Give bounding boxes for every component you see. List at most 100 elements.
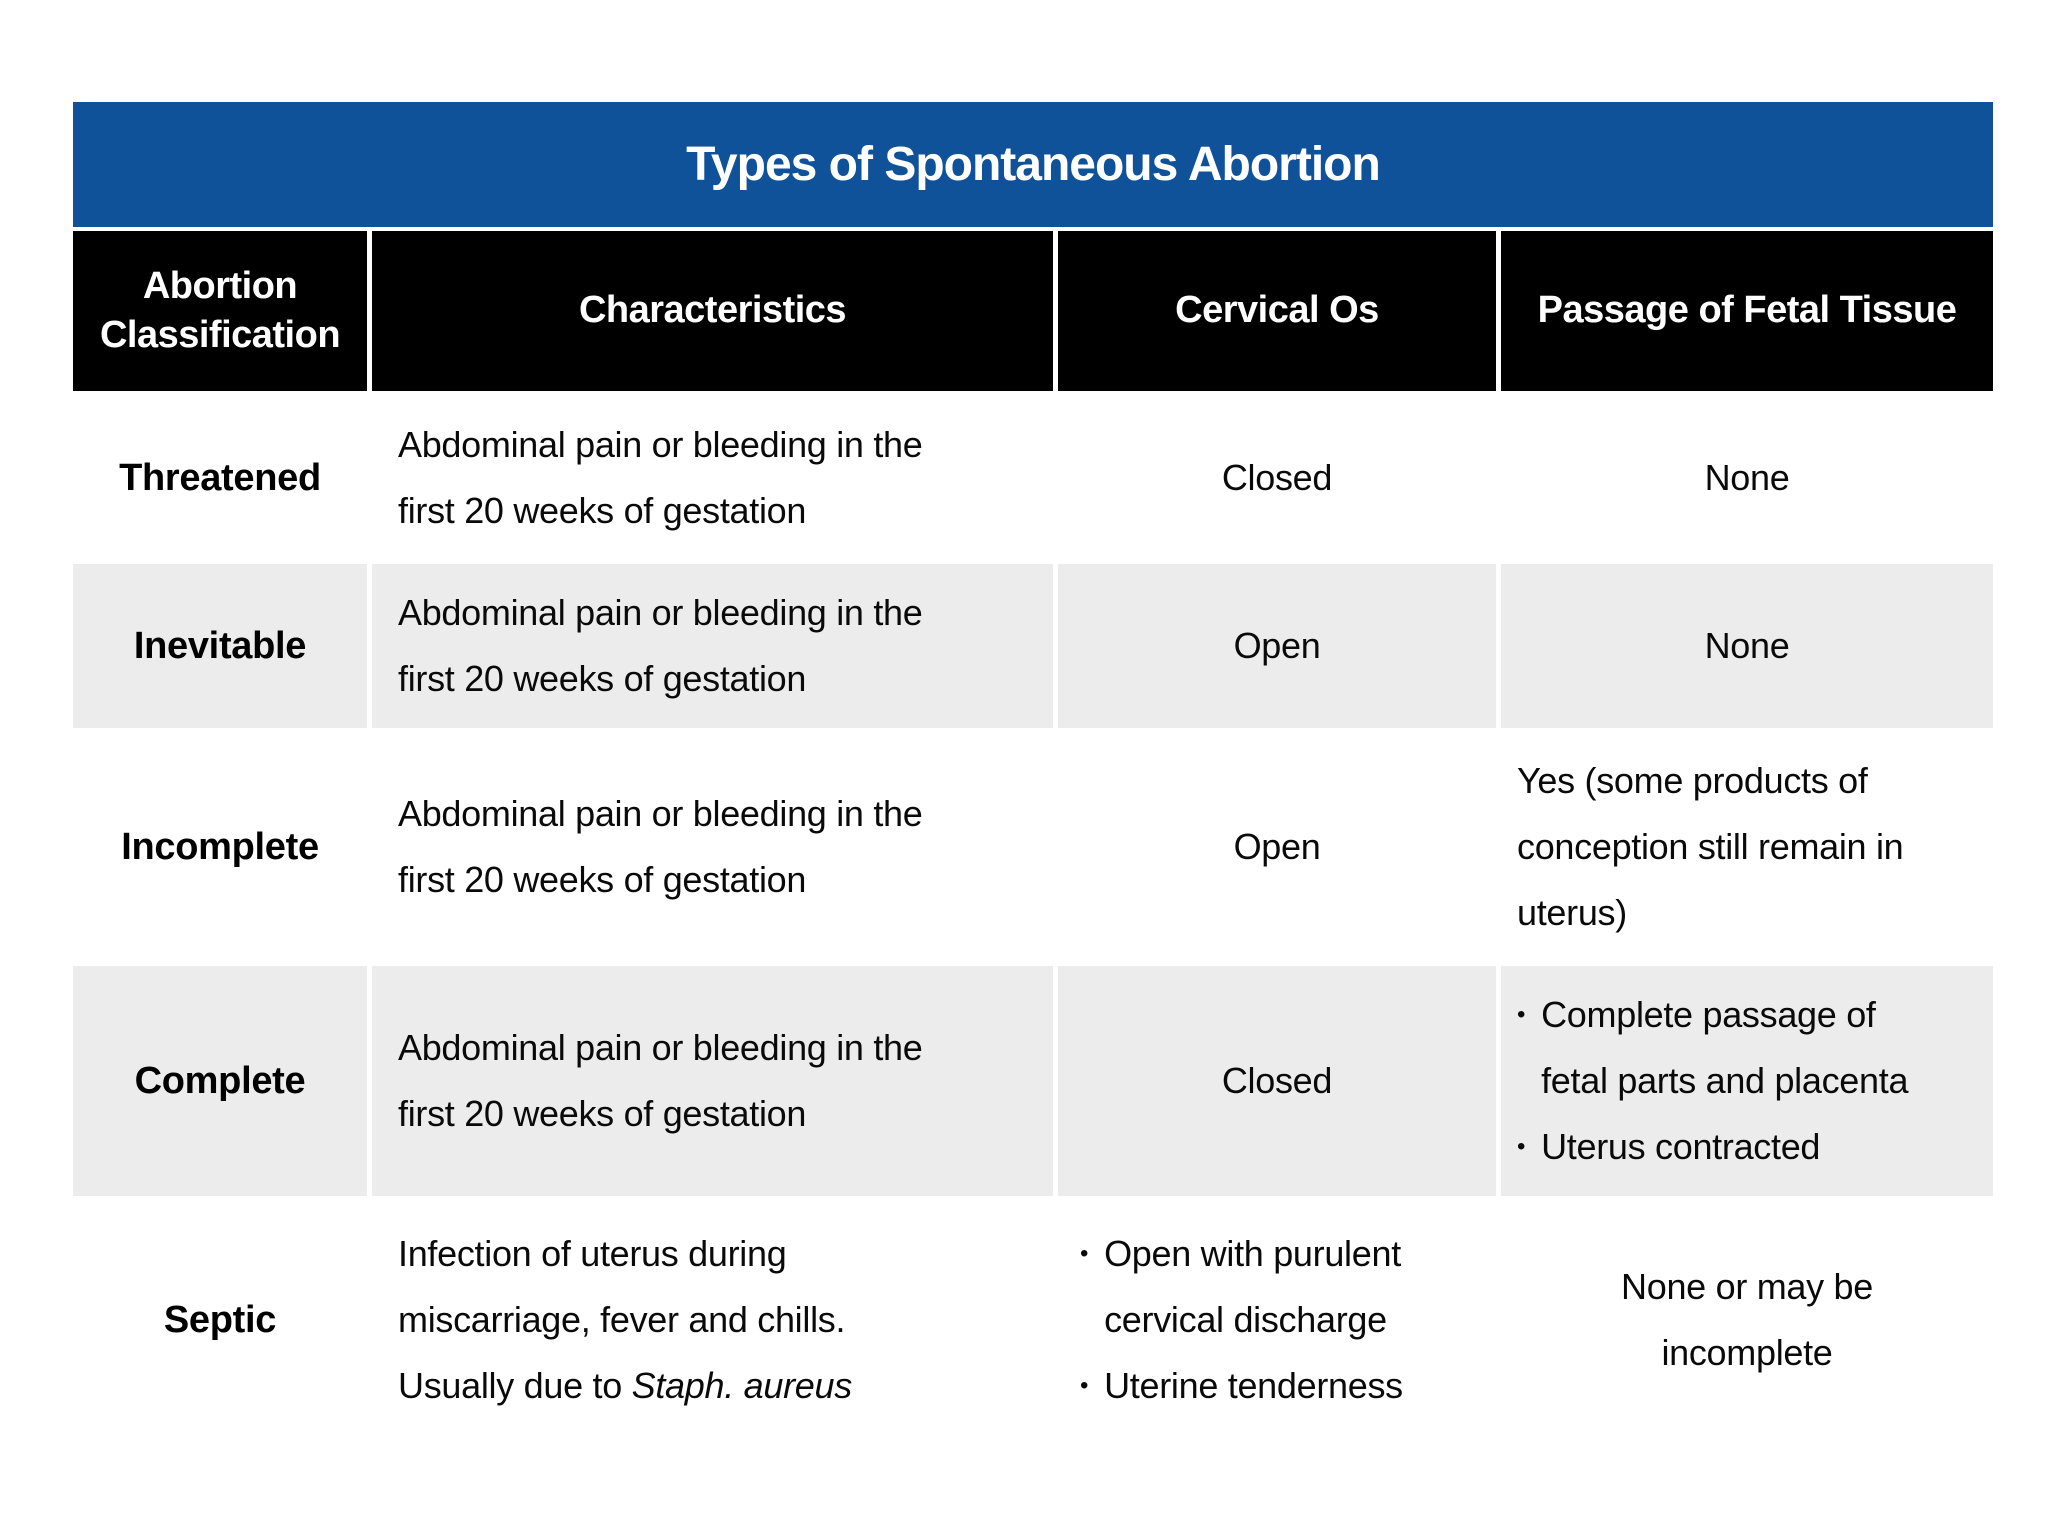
text-run: Closed — [1221, 456, 1333, 498]
row-label: Inevitable — [133, 625, 307, 667]
row-label-cell: Threatened — [73, 395, 367, 560]
table-title-bar: Types of Spontaneous Abortion — [73, 102, 1993, 227]
text-run: miscarriage, fever and chills. — [398, 1299, 846, 1340]
text-run: Open with purulent — [1104, 1233, 1401, 1274]
text-line: Open — [1234, 814, 1321, 880]
bullet-text: Open with purulent cervical discharge — [1104, 1221, 1401, 1353]
bullet-list-item: • Complete passage of fetal parts and plac… — [1517, 982, 1908, 1114]
spontaneous-abortion-table: Types of Spontaneous Abortion Abortion C… — [73, 102, 1993, 1440]
text-run: uterus) — [1517, 892, 1627, 933]
column-header-abortion-classification: Abortion Classification — [73, 231, 367, 391]
column-header-label: Passage of Fetal Tissue — [1537, 289, 1957, 332]
text-line: Abdominal pain or bleeding in the — [398, 580, 923, 646]
text-run: Abdominal pain or bleeding in the — [398, 1027, 923, 1068]
column-header-characteristics: Characteristics — [372, 231, 1053, 391]
text-line: Complete passage of — [1541, 982, 1908, 1048]
text-line: Infection of uterus during — [398, 1221, 787, 1287]
bullet-list-item: • Uterine tenderness — [1080, 1353, 1403, 1419]
text-line: Abdominal pain or bleeding in the — [398, 412, 923, 478]
column-header-label: Characteristics — [578, 289, 847, 332]
text-line: Abdominal pain or bleeding in the — [398, 1015, 923, 1081]
text-run: Uterus contracted — [1541, 1126, 1821, 1167]
text-run: Open — [1233, 826, 1321, 867]
characteristics-cell: Abdominal pain or bleeding in the first 2… — [372, 564, 1053, 728]
text-run: Usually due to — [398, 1365, 632, 1406]
row-label-cell: Incomplete — [73, 732, 367, 962]
text-run: Uterine tenderness — [1104, 1365, 1403, 1406]
row-label: Incomplete — [121, 826, 319, 868]
text-line: Open — [1234, 613, 1321, 679]
text-line: incomplete — [1661, 1320, 1832, 1386]
text-line: None or may be — [1621, 1254, 1873, 1320]
column-header-cervical-os: Cervical Os — [1058, 231, 1496, 391]
passage-of-fetal-tissue-cell: • Complete passage of fetal parts and plac… — [1501, 966, 1993, 1196]
text-run: first 20 weeks of gestation — [398, 658, 807, 699]
row-label-cell: Complete — [73, 966, 367, 1196]
text-run: None or may be — [1621, 1266, 1873, 1307]
column-header-passage-of-fetal-tissue: Passage of Fetal Tissue — [1501, 231, 1993, 391]
text-run: Abdominal pain or bleeding in the — [398, 592, 923, 633]
cervical-os-cell: • Open with purulent cervical discharge • Ut… — [1058, 1200, 1496, 1440]
passage-of-fetal-tissue-cell: None or may be incomplete — [1501, 1200, 1993, 1440]
text-line: Closed — [1221, 445, 1333, 511]
table-header-row: Abortion Classification Characteristics Ce… — [73, 231, 1993, 391]
bullet-icon: • — [1517, 1133, 1526, 1160]
table-row-complete: Complete Abdominal pain or bleeding in th… — [73, 966, 1993, 1196]
text-run: fetal parts and placenta — [1541, 1060, 1909, 1101]
text-line: first 20 weeks of gestation — [398, 478, 806, 544]
passage-of-fetal-tissue-cell: None — [1501, 395, 1993, 560]
table-row-septic: Septic Infection of uterus during miscarri… — [73, 1200, 1993, 1440]
bullet-icon: • — [1080, 1372, 1089, 1399]
cervical-os-cell: Open — [1058, 732, 1496, 962]
cervical-os-cell: Open — [1058, 564, 1496, 728]
characteristics-cell: Abdominal pain or bleeding in the first 2… — [372, 732, 1053, 962]
text-line: Uterine tenderness — [1104, 1353, 1403, 1419]
text-line: Closed — [1222, 1048, 1333, 1114]
characteristics-cell: Infection of uterus during miscarriage, f… — [372, 1200, 1053, 1440]
text-line: None — [1705, 613, 1790, 679]
text-run: Abdominal pain or bleeding in the — [398, 793, 923, 834]
text-run: Abdominal pain or bleeding in the — [398, 423, 923, 465]
text-run: None — [1704, 625, 1790, 666]
bullet-icon: • — [1517, 1001, 1526, 1028]
text-line: uterus) — [1517, 880, 1627, 946]
text-line: first 20 weeks of gestation — [398, 847, 806, 913]
text-run: None — [1704, 456, 1790, 498]
text-line: Yes (some products of — [1517, 748, 1868, 814]
bullet-text: Uterine tenderness — [1104, 1353, 1403, 1419]
text-line: first 20 weeks of gestation — [398, 646, 806, 712]
text-line: first 20 weeks of gestation — [398, 1081, 806, 1147]
bullet-list-item: • Uterus contracted — [1517, 1114, 1820, 1180]
table-row-inevitable: Inevitable Abdominal pain or bleeding in … — [73, 564, 1993, 728]
text-run: conception still remain in — [1517, 826, 1904, 867]
row-label-cell: Inevitable — [73, 564, 367, 728]
text-line: conception still remain in — [1517, 814, 1904, 880]
characteristics-cell: Abdominal pain or bleeding in the first 2… — [372, 395, 1053, 560]
text-line: None — [1705, 445, 1790, 511]
table-title: Types of Spontaneous Abortion — [686, 138, 1381, 191]
row-label: Septic — [163, 1299, 277, 1341]
bullet-text: Complete passage of fetal parts and place… — [1541, 982, 1908, 1114]
text-line: Open with purulent — [1104, 1221, 1401, 1287]
cervical-os-cell: Closed — [1058, 395, 1496, 560]
text-line: Usually due to Staph. aureus — [398, 1353, 852, 1419]
text-run: Staph. aureus — [631, 1365, 853, 1406]
table-row-threatened: Threatened Abdominal pain or bleeding in … — [73, 395, 1993, 560]
text-line: Uterus contracted — [1541, 1114, 1820, 1180]
text-run: first 20 weeks of gestation — [398, 859, 807, 900]
table-body: Threatened Abdominal pain or bleeding in … — [73, 395, 1993, 1440]
bullet-list-item: • Open with purulent cervical discharge — [1080, 1221, 1401, 1353]
table-row-incomplete: Incomplete Abdominal pain or bleeding in … — [73, 732, 1993, 962]
bullet-text: Uterus contracted — [1541, 1114, 1820, 1180]
text-run: Yes (some products of — [1517, 760, 1868, 801]
passage-of-fetal-tissue-cell: Yes (some products of conception still re… — [1501, 732, 1993, 962]
bullet-icon: • — [1080, 1240, 1089, 1267]
text-line: Abdominal pain or bleeding in the — [398, 781, 923, 847]
row-label: Complete — [134, 1060, 306, 1102]
row-label: Threatened — [119, 456, 321, 499]
text-run: Infection of uterus during — [398, 1233, 787, 1274]
text-run: incomplete — [1661, 1332, 1833, 1373]
text-run: cervical discharge — [1104, 1299, 1387, 1340]
cervical-os-cell: Closed — [1058, 966, 1496, 1196]
row-label-cell: Septic — [73, 1200, 367, 1440]
